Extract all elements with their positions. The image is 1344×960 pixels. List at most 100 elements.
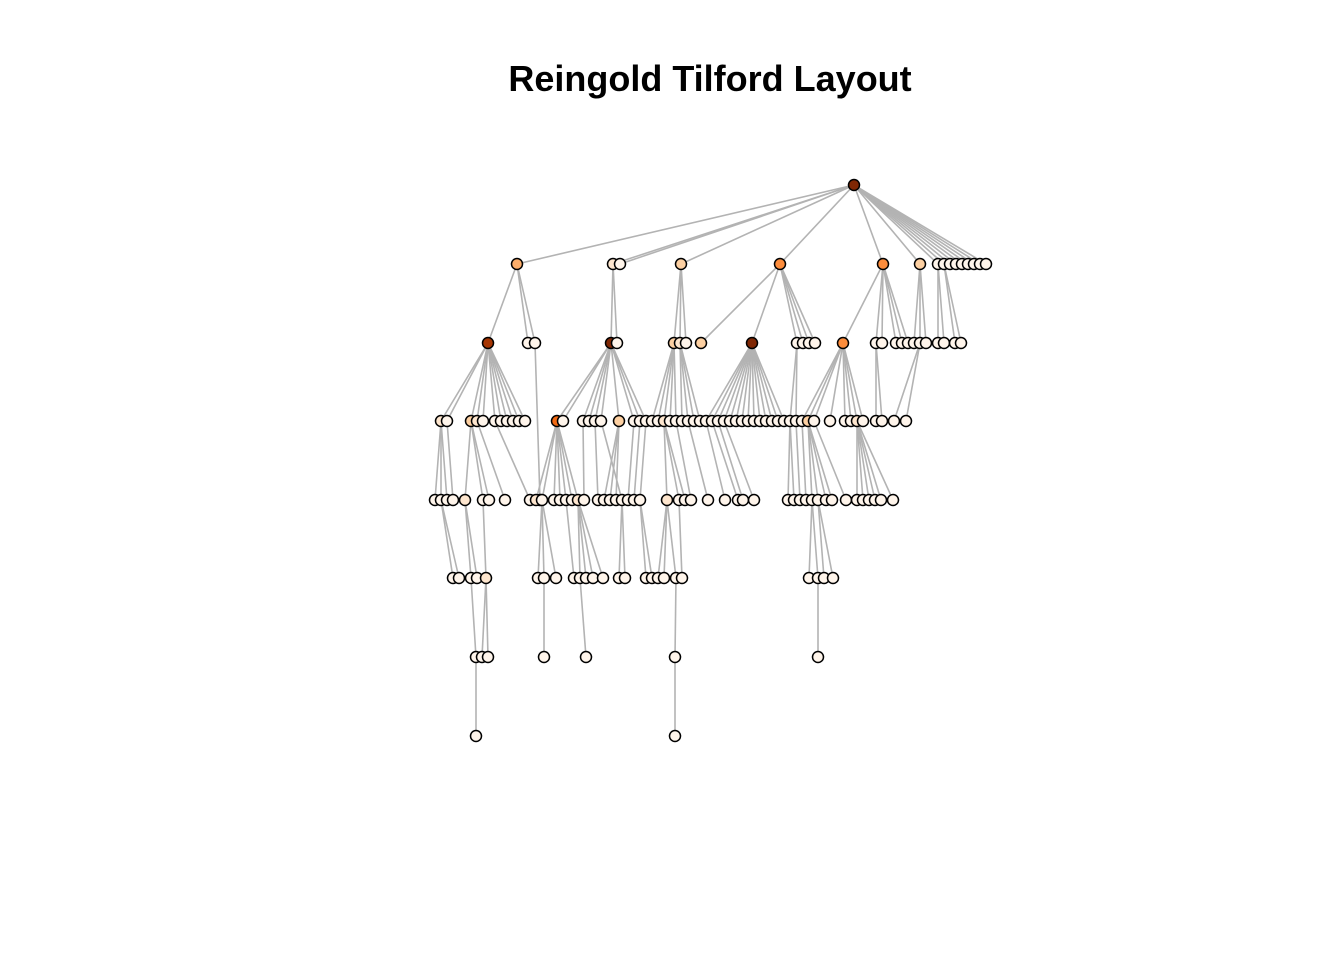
- tree-node: [807, 414, 821, 428]
- tree-edge: [807, 420, 813, 501]
- tree-edge: [487, 342, 514, 422]
- tree-edge: [853, 184, 884, 265]
- tree-edge: [679, 342, 689, 422]
- tree-edge: [795, 342, 798, 422]
- tree-edge: [741, 342, 753, 422]
- tree-edge: [487, 263, 518, 344]
- tree-edge: [556, 342, 612, 422]
- tree-edge: [594, 420, 599, 501]
- tree-edge: [751, 342, 755, 422]
- tree-edge: [553, 420, 558, 501]
- tree-node: [825, 493, 839, 507]
- tree-edge: [663, 420, 680, 501]
- tree-edge: [464, 420, 472, 501]
- tree-edge: [556, 420, 561, 501]
- tree-edge: [657, 499, 668, 579]
- tree-edge: [470, 577, 477, 658]
- tree-edge: [627, 420, 635, 501]
- tree-edge: [813, 420, 847, 501]
- tree-node: [528, 336, 542, 350]
- tree-edge: [577, 499, 594, 579]
- tree-edge: [663, 499, 668, 579]
- tree-node: [736, 493, 750, 507]
- tree-edge: [440, 499, 460, 579]
- tree-node: [596, 571, 610, 585]
- tree-edge: [787, 420, 791, 501]
- tree-edge: [913, 263, 921, 344]
- tree-edge: [541, 499, 557, 579]
- tree-node: [556, 414, 570, 428]
- tree-edge: [842, 342, 864, 422]
- tree-node: [979, 257, 993, 271]
- tree-edge: [663, 420, 686, 501]
- tree-edge: [943, 263, 956, 344]
- tree-node: [876, 257, 890, 271]
- tree-node: [913, 257, 927, 271]
- tree-edge: [807, 420, 827, 501]
- tree-node: [510, 257, 524, 271]
- tree-edge: [751, 342, 761, 422]
- tree-edge: [556, 420, 579, 501]
- tree-edge: [687, 420, 709, 501]
- tree-node: [954, 336, 968, 350]
- tree-edge: [556, 420, 567, 501]
- tree-node: [518, 414, 532, 428]
- tree-edge: [485, 577, 489, 658]
- tree-edge: [669, 342, 675, 422]
- tree-edge: [579, 577, 587, 658]
- tree-edge: [516, 263, 529, 344]
- tree-edge: [789, 420, 795, 501]
- tree-node: [668, 729, 682, 743]
- tree-edge: [808, 499, 813, 579]
- tree-edge: [565, 499, 575, 579]
- tree-edge: [440, 342, 489, 422]
- tree-edge: [817, 499, 825, 579]
- tree-edge: [875, 342, 883, 422]
- tree-edge: [610, 263, 614, 344]
- tree-node: [469, 729, 483, 743]
- tree-edge: [779, 184, 855, 265]
- tree-edge: [905, 342, 921, 422]
- tree-edge: [751, 342, 773, 422]
- tree-root-node: [847, 178, 861, 192]
- tree-edge: [446, 342, 489, 422]
- tree-edge: [747, 342, 753, 422]
- tree-node: [808, 336, 822, 350]
- tree-edge: [651, 342, 675, 422]
- tree-edge: [842, 263, 884, 344]
- tree-edge: [464, 499, 472, 579]
- tree-edge: [577, 499, 581, 579]
- tree-node: [458, 493, 472, 507]
- tree-edge: [943, 263, 962, 344]
- tree-edge: [717, 420, 744, 501]
- tree-node: [899, 414, 913, 428]
- tree-node: [452, 571, 466, 585]
- tree-node: [875, 414, 889, 428]
- tree-node: [674, 257, 688, 271]
- tree-edge: [856, 420, 876, 501]
- tree-edge: [516, 263, 536, 344]
- tree-node: [618, 571, 632, 585]
- tree-node: [535, 493, 549, 507]
- tree-edge: [679, 342, 701, 422]
- tree-edge: [446, 420, 454, 501]
- tree-edge: [663, 342, 675, 422]
- tree-edge: [711, 420, 739, 501]
- tree-edge: [700, 263, 781, 344]
- tree-edge: [817, 499, 834, 579]
- tree-edge: [612, 263, 618, 344]
- tree-node: [675, 571, 689, 585]
- tree-edge: [875, 263, 884, 344]
- tree-edge: [534, 342, 541, 501]
- tree-edge: [582, 342, 612, 422]
- tree-edge: [675, 420, 692, 501]
- tree-edge: [705, 342, 753, 422]
- tree-edge: [751, 263, 781, 344]
- tree-edge: [779, 263, 804, 344]
- tree-edge: [807, 420, 833, 501]
- tree-edge: [856, 420, 864, 501]
- tree-edge: [842, 342, 852, 422]
- tree-edge: [795, 420, 801, 501]
- tree-node: [887, 414, 901, 428]
- tree-edge: [562, 342, 612, 422]
